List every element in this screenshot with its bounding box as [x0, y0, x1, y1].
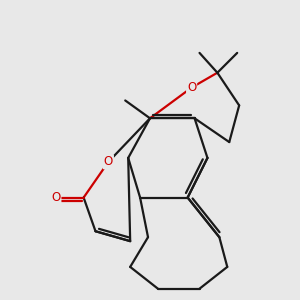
Text: O: O — [187, 81, 196, 94]
Text: O: O — [51, 191, 61, 204]
Text: O: O — [104, 155, 113, 168]
